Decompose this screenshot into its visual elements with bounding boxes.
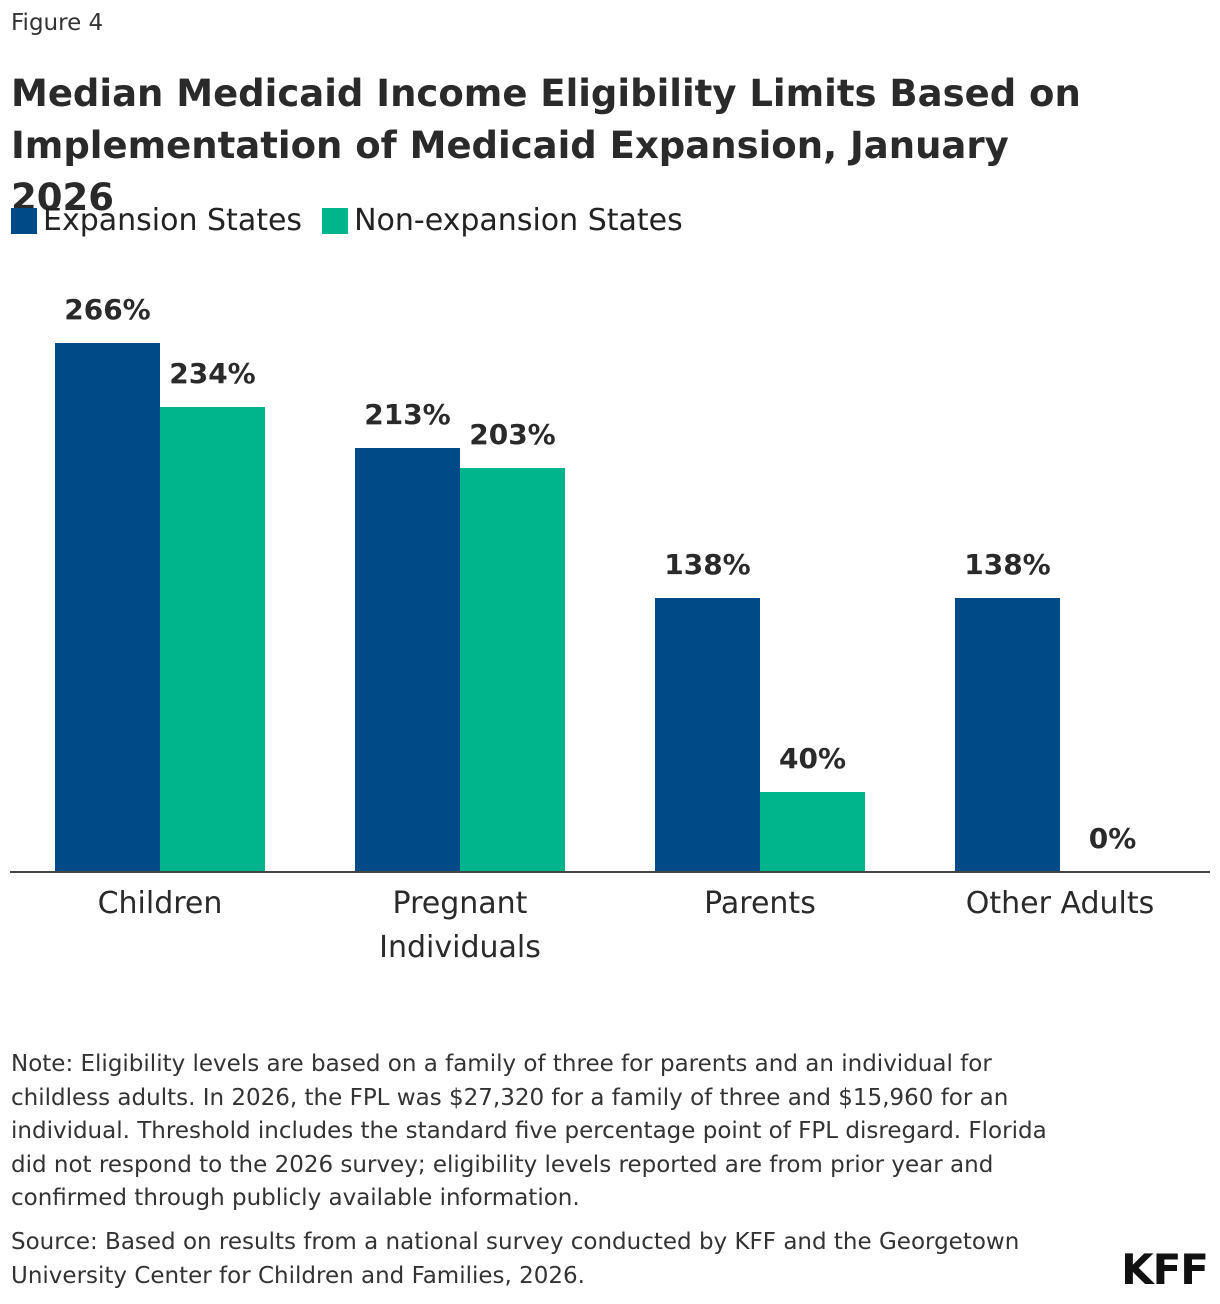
value-label: 40% (778, 742, 847, 776)
value-label: 203% (469, 418, 556, 452)
bar (355, 448, 460, 872)
bar (760, 792, 865, 872)
value-label: 234% (169, 356, 256, 390)
value-label: 0% (1088, 822, 1137, 855)
logo: KFF (1121, 1245, 1209, 1294)
bar (55, 343, 160, 872)
x-tick-label: Children (97, 886, 223, 921)
value-label: 213% (364, 398, 451, 432)
legend-swatch (322, 207, 349, 234)
value-label: 138% (964, 547, 1051, 581)
value-label: 266% (64, 293, 151, 326)
legend-label: Non-expansion States (354, 203, 683, 238)
x-tick-label: Parents (704, 886, 816, 921)
legend: Expansion States Non-expansion States (11, 203, 703, 238)
legend-item: Non-expansion States (322, 203, 683, 238)
legend-item: Expansion States (11, 203, 302, 238)
x-tick-label: Other Adults (965, 886, 1155, 921)
note: Note: Eligibility levels are based on a … (11, 1051, 1047, 1211)
plot: Children 266% 234% Pregnant Individuals 213%… (55, 293, 1155, 965)
legend-swatch (11, 207, 37, 234)
source: Source: Based on results from a national… (11, 1229, 1020, 1289)
x-tick-label: Pregnant Individuals (379, 886, 541, 965)
baseline (10, 871, 1210, 873)
figure-label: Figure 4 (11, 10, 104, 36)
bar (460, 468, 565, 872)
value-label: 138% (664, 547, 751, 581)
bar (160, 406, 265, 872)
bar (655, 597, 760, 872)
chart-title: Median Medicaid Income Eligibility Limit… (11, 72, 1081, 219)
bar (955, 597, 1060, 872)
legend-label: Expansion States (43, 203, 303, 238)
